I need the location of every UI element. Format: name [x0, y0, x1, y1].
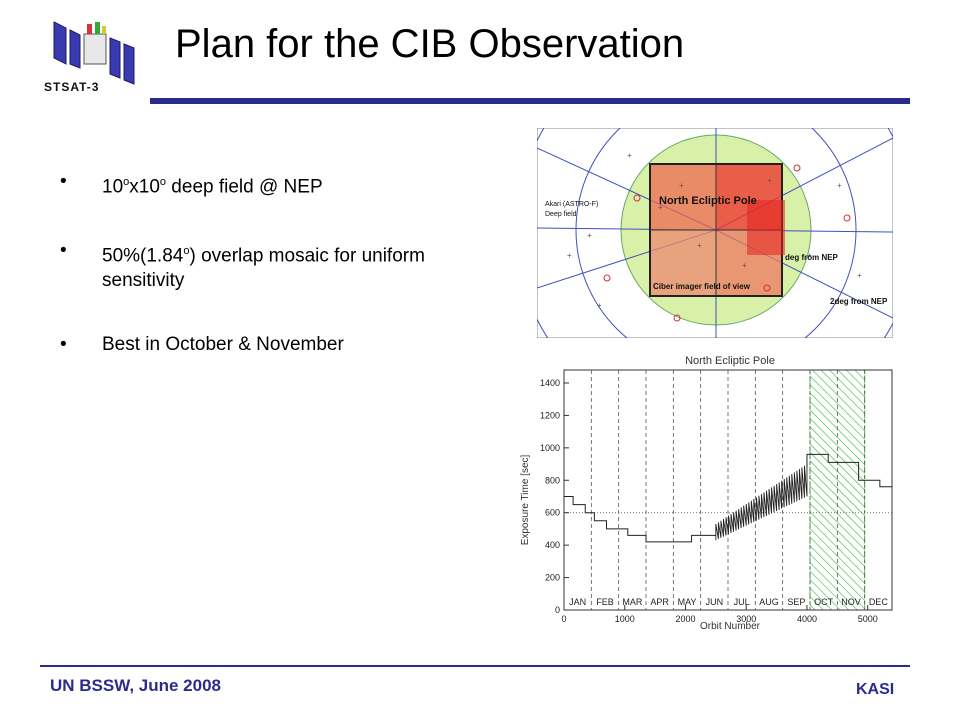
svg-text:+: + [697, 241, 702, 250]
mosaic-tile [650, 164, 716, 230]
x-tick-label: 4000 [797, 614, 817, 624]
svg-text:+: + [679, 181, 684, 190]
bullet-1-post: deep field @ NEP [166, 176, 323, 198]
degree-sup: o [183, 245, 190, 258]
degree-sup: o [159, 176, 167, 188]
deg-nep-label: deg from NEP [785, 253, 839, 262]
bullet-list: • 10ox10o deep field @ NEP • 50%(1.84o) … [60, 160, 480, 357]
bullet-1-pre: 10 [102, 176, 124, 198]
month-label: MAR [622, 597, 643, 607]
ciber-label: Ciber imager field of view [653, 282, 751, 291]
svg-text:+: + [587, 231, 592, 240]
mosaic-tile [650, 230, 716, 296]
akari-field [747, 200, 785, 255]
sky-grid-circle [575, 128, 857, 338]
month-label: MAY [678, 597, 697, 607]
footer-org: KASI [856, 681, 895, 698]
footer-event: UN BSSW, June 2008 [50, 676, 222, 695]
page-title: Plan for the CIB Observation [175, 22, 685, 66]
month-label: DEC [869, 597, 889, 607]
month-label: JUN [706, 597, 724, 607]
y-tick-label: 600 [545, 508, 560, 518]
month-label: SEP [787, 597, 805, 607]
svg-text:+: + [807, 251, 812, 260]
month-label: FEB [596, 597, 614, 607]
y-tick-label: 1000 [540, 443, 560, 453]
svg-text:+: + [567, 251, 572, 260]
month-label: NOV [841, 597, 861, 607]
bullet-dot: • [60, 171, 67, 192]
x-axis-label: Orbit Number [700, 621, 761, 632]
chart-title: North Ecliptic Pole [685, 355, 775, 367]
deep-field-label: Deep field [545, 211, 577, 218]
title-divider [150, 98, 910, 104]
x-tick-label: 2000 [675, 614, 695, 624]
y-tick-label: 0 [555, 605, 560, 615]
bullet-item: • 10ox10o deep field @ NEP [60, 170, 480, 199]
month-label: AUG [759, 597, 779, 607]
bullet-1-mid: x10 [129, 176, 160, 198]
y-tick-label: 1400 [540, 378, 560, 388]
exposure-chart: North Ecliptic Pole Exposure Time [sec] … [520, 355, 893, 632]
footer-divider [40, 665, 910, 667]
svg-text:+: + [597, 301, 602, 310]
y-tick-label: 800 [545, 475, 560, 485]
bullet-dot: • [60, 240, 67, 262]
x-tick-label: 5000 [858, 614, 878, 624]
x-tick-label: 0 [561, 614, 566, 624]
bullet-2-post: ) overlap mosaic for uniform sensitivity [102, 245, 425, 291]
svg-text:+: + [767, 176, 772, 185]
x-tick-label: 3000 [736, 614, 756, 624]
bullet-3-text: Best in October & November [102, 333, 344, 355]
stsat3-satellite-logo [53, 21, 135, 85]
two-deg-nep-label: 2deg from NEP [830, 297, 888, 306]
akari-label: Akari (ASTRO-F) [545, 201, 598, 208]
logo-label: STSAT-3 [44, 80, 100, 94]
month-label: JAN [569, 597, 586, 607]
svg-text:+: + [742, 261, 747, 270]
y-axis-label: Exposure Time [sec] [520, 454, 531, 545]
svg-text:+: + [658, 203, 663, 212]
y-tick-label: 200 [545, 573, 560, 583]
exposure-series [564, 495, 716, 543]
month-label: OCT [814, 597, 834, 607]
y-tick-label: 1200 [540, 410, 560, 420]
nep-label: North Ecliptic Pole [659, 195, 757, 207]
svg-text:+: + [857, 271, 862, 280]
svg-text:+: + [627, 151, 632, 160]
exposure-sawtooth [715, 464, 808, 541]
nep-sky-map: + + + + + + + + + + + + North Ecliptic Pole Ak… [537, 128, 893, 338]
svg-text:+: + [837, 181, 842, 190]
degree-sup: o [123, 176, 130, 188]
bullet-item: • Best in October & November [60, 333, 480, 357]
bullet-2-pre: 50%(1.84 [102, 245, 184, 267]
exposure-series [806, 453, 892, 488]
bullet-item: • 50%(1.84o) overlap mosaic for uniform … [60, 239, 480, 292]
x-tick-label: 1000 [615, 614, 635, 624]
y-tick-label: 400 [545, 540, 560, 550]
month-label: APR [650, 597, 669, 607]
month-label: JUL [734, 597, 750, 607]
bullet-dot: • [60, 333, 67, 355]
